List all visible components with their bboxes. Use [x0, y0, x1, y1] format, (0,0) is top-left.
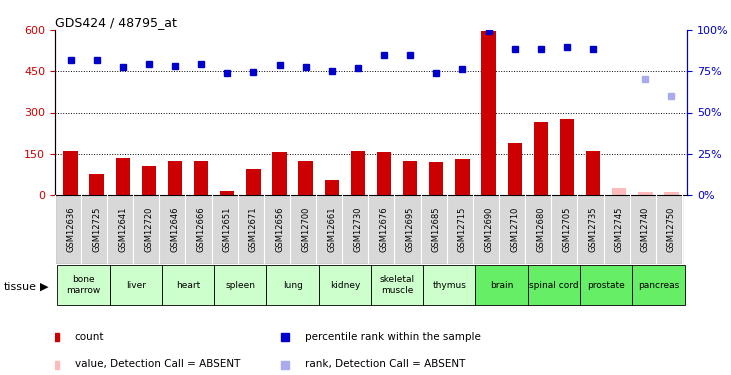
Text: GSM12680: GSM12680 — [537, 207, 545, 252]
Text: value, Detection Call = ABSENT: value, Detection Call = ABSENT — [75, 360, 240, 369]
Text: GDS424 / 48795_at: GDS424 / 48795_at — [55, 16, 177, 29]
Text: GSM12750: GSM12750 — [667, 207, 676, 252]
Bar — [429, 162, 444, 195]
Bar — [560, 119, 574, 195]
Bar — [246, 169, 260, 195]
Bar — [351, 151, 365, 195]
Bar — [580, 265, 632, 305]
Text: GSM12666: GSM12666 — [197, 207, 205, 252]
Bar — [482, 32, 496, 195]
Text: percentile rank within the sample: percentile rank within the sample — [305, 332, 481, 342]
Text: GSM12656: GSM12656 — [275, 207, 284, 252]
Text: GSM12690: GSM12690 — [484, 207, 493, 252]
Text: lung: lung — [283, 280, 303, 290]
Text: GSM12715: GSM12715 — [458, 207, 467, 252]
Text: GSM12641: GSM12641 — [118, 207, 127, 252]
Bar — [319, 265, 371, 305]
Text: GSM12745: GSM12745 — [615, 207, 624, 252]
Bar — [273, 152, 287, 195]
Bar — [664, 192, 678, 195]
Text: GSM12636: GSM12636 — [66, 207, 75, 252]
Text: GSM12710: GSM12710 — [510, 207, 519, 252]
Text: GSM12646: GSM12646 — [170, 207, 180, 252]
Bar — [403, 160, 417, 195]
Text: heart: heart — [176, 280, 200, 290]
Text: pancreas: pancreas — [637, 280, 679, 290]
Bar — [298, 160, 313, 195]
Bar — [162, 265, 214, 305]
Text: GSM12661: GSM12661 — [327, 207, 336, 252]
Bar — [528, 265, 580, 305]
Text: rank, Detection Call = ABSENT: rank, Detection Call = ABSENT — [305, 360, 465, 369]
Text: GSM12705: GSM12705 — [562, 207, 572, 252]
Bar — [612, 188, 626, 195]
Bar — [325, 180, 339, 195]
Bar — [371, 265, 423, 305]
Bar — [214, 265, 267, 305]
Text: kidney: kidney — [330, 280, 360, 290]
Text: GSM12676: GSM12676 — [379, 207, 389, 252]
Text: GSM12695: GSM12695 — [406, 207, 414, 252]
Text: GSM12671: GSM12671 — [249, 207, 258, 252]
Text: ▶: ▶ — [40, 282, 49, 292]
Bar — [638, 192, 653, 195]
Text: GSM12700: GSM12700 — [301, 207, 310, 252]
Text: thymus: thymus — [433, 280, 466, 290]
Bar — [115, 158, 130, 195]
Bar — [220, 191, 235, 195]
Text: prostate: prostate — [587, 280, 625, 290]
Bar — [58, 265, 110, 305]
Bar — [507, 143, 522, 195]
Text: bone
marrow: bone marrow — [67, 275, 101, 295]
Text: skeletal
muscle: skeletal muscle — [379, 275, 414, 295]
Text: GSM12725: GSM12725 — [92, 207, 101, 252]
Text: spinal cord: spinal cord — [529, 280, 579, 290]
Text: GSM12651: GSM12651 — [223, 207, 232, 252]
Text: liver: liver — [126, 280, 145, 290]
Text: brain: brain — [490, 280, 513, 290]
Bar — [475, 265, 528, 305]
Bar — [64, 151, 77, 195]
Bar — [110, 265, 162, 305]
Text: GSM12685: GSM12685 — [432, 207, 441, 252]
Bar — [89, 174, 104, 195]
Bar — [423, 265, 475, 305]
Text: spleen: spleen — [225, 280, 255, 290]
Text: GSM12740: GSM12740 — [641, 207, 650, 252]
Bar — [586, 151, 600, 195]
Text: GSM12735: GSM12735 — [588, 207, 597, 252]
Bar — [534, 122, 548, 195]
Bar — [632, 265, 684, 305]
Text: tissue: tissue — [4, 282, 37, 292]
Text: GSM12720: GSM12720 — [145, 207, 154, 252]
Bar — [142, 166, 156, 195]
Bar — [377, 152, 391, 195]
Bar — [455, 159, 469, 195]
Text: count: count — [75, 332, 104, 342]
Bar — [168, 160, 182, 195]
Text: GSM12730: GSM12730 — [353, 207, 363, 252]
Bar — [194, 160, 208, 195]
Bar — [267, 265, 319, 305]
